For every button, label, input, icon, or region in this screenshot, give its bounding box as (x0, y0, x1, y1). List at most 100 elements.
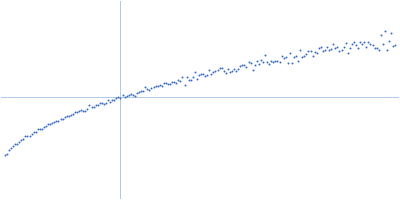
Point (258, 58, 264, 62)
Point (80, 109, 86, 112)
Point (101, 102, 107, 105)
Point (293, 54, 299, 57)
Point (270, 61, 276, 64)
Point (332, 47, 338, 50)
Point (297, 48, 304, 52)
Point (367, 42, 374, 46)
Point (32, 131, 39, 134)
Point (94, 103, 101, 106)
Point (154, 84, 161, 87)
Point (194, 77, 200, 81)
Point (113, 97, 120, 100)
Point (117, 96, 124, 100)
Point (107, 100, 113, 103)
Point (49, 122, 56, 125)
Point (334, 46, 341, 49)
Point (144, 87, 150, 90)
Point (22, 135, 28, 138)
Point (322, 48, 328, 51)
Point (316, 47, 322, 50)
Point (39, 127, 45, 130)
Point (318, 46, 324, 49)
Point (26, 134, 33, 138)
Point (188, 78, 194, 82)
Point (382, 29, 388, 32)
Point (66, 114, 72, 117)
Point (86, 103, 93, 106)
Point (68, 113, 74, 116)
Point (105, 99, 111, 102)
Point (330, 43, 336, 46)
Point (310, 54, 316, 57)
Point (37, 128, 43, 131)
Point (8, 146, 14, 150)
Point (134, 92, 140, 95)
Point (227, 71, 233, 74)
Point (376, 48, 382, 51)
Point (256, 63, 262, 66)
Point (96, 102, 103, 105)
Point (163, 81, 169, 84)
Point (274, 60, 281, 63)
Point (161, 81, 167, 85)
Point (82, 109, 88, 112)
Point (136, 90, 142, 93)
Point (109, 98, 115, 101)
Point (20, 138, 26, 141)
Point (99, 101, 105, 104)
Point (51, 121, 58, 124)
Point (266, 62, 272, 65)
Point (314, 51, 320, 54)
Point (342, 42, 349, 45)
Point (250, 68, 256, 71)
Point (55, 119, 62, 122)
Point (70, 112, 76, 115)
Point (64, 114, 70, 117)
Point (142, 85, 148, 88)
Point (378, 33, 384, 37)
Point (223, 71, 229, 74)
Point (336, 49, 343, 52)
Point (59, 117, 66, 120)
Point (280, 57, 287, 60)
Point (171, 81, 177, 84)
Point (349, 43, 355, 46)
Point (124, 95, 130, 98)
Point (216, 67, 223, 70)
Point (262, 54, 268, 57)
Point (320, 49, 326, 53)
Point (156, 84, 163, 87)
Point (231, 68, 237, 71)
Point (347, 46, 353, 49)
Point (248, 61, 254, 64)
Point (305, 49, 312, 53)
Point (43, 125, 49, 128)
Point (41, 125, 47, 129)
Point (390, 44, 396, 48)
Point (361, 40, 368, 43)
Point (6, 149, 12, 152)
Point (386, 40, 392, 43)
Point (28, 132, 35, 135)
Point (16, 140, 22, 144)
Point (301, 55, 308, 58)
Point (384, 48, 390, 51)
Point (326, 48, 332, 52)
Point (254, 59, 260, 63)
Point (88, 105, 95, 108)
Point (119, 94, 126, 97)
Point (138, 89, 144, 92)
Point (276, 61, 283, 64)
Point (202, 74, 208, 78)
Point (196, 73, 202, 76)
Point (299, 55, 306, 59)
Point (380, 42, 386, 46)
Point (278, 54, 285, 57)
Point (150, 86, 157, 89)
Point (363, 45, 370, 49)
Point (355, 46, 361, 49)
Point (152, 85, 159, 88)
Point (340, 46, 347, 49)
Point (208, 72, 214, 75)
Point (252, 63, 258, 66)
